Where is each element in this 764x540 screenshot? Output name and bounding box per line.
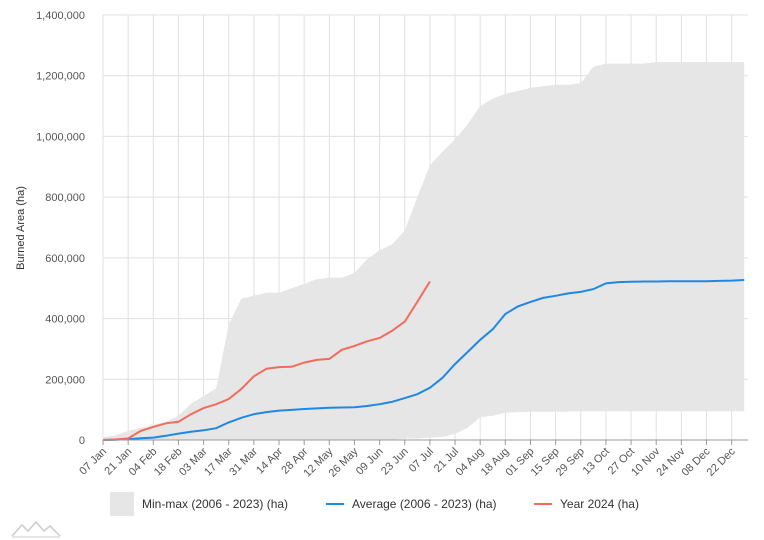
legend-label-year-2024: Year 2024 (ha) bbox=[560, 497, 639, 511]
average-swatch bbox=[326, 503, 344, 505]
mountain-logo-icon bbox=[11, 520, 61, 538]
y-tick-label: 600,000 bbox=[45, 253, 85, 265]
legend-label-average: Average (2006 - 2023) (ha) bbox=[352, 497, 497, 511]
x-tick-label: 31 Mar bbox=[227, 445, 260, 478]
legend: Min-max (2006 - 2023) (ha) Average (2006… bbox=[0, 486, 764, 522]
y-tick-label: 400,000 bbox=[45, 314, 85, 326]
y-tick-label: 1,000,000 bbox=[36, 131, 85, 143]
x-tick-label: 23 Jun bbox=[379, 446, 411, 478]
x-tick-label: 13 Oct bbox=[581, 446, 612, 477]
y-tick-label: 1,400,000 bbox=[36, 10, 85, 22]
legend-item-average[interactable]: Average (2006 - 2023) (ha) bbox=[326, 486, 497, 522]
x-tick-label: 07 Jul bbox=[407, 446, 436, 475]
y-tick-label: 1,200,000 bbox=[36, 71, 85, 83]
legend-label-min-max: Min-max (2006 - 2023) (ha) bbox=[142, 497, 289, 511]
min-max-swatch bbox=[110, 492, 134, 516]
x-tick-label: 07 Jan bbox=[77, 446, 109, 478]
x-tick-label: 09 Jun bbox=[354, 446, 386, 478]
x-tick-label: 29 Sep bbox=[554, 446, 587, 479]
legend-item-min-max[interactable]: Min-max (2006 - 2023) (ha) bbox=[110, 486, 288, 522]
year-2024-series-line bbox=[102, 280, 431, 441]
legend-item-year-2024[interactable]: Year 2024 (ha) bbox=[534, 486, 639, 522]
burned-area-chart: 0 200,000 400,000 600,000 800,000 1,000,000 1,… bbox=[15, 10, 748, 480]
y-tick-label: 800,000 bbox=[45, 192, 85, 204]
x-tick-label: 22 Dec bbox=[705, 445, 738, 478]
year-2024-swatch bbox=[534, 503, 552, 505]
y-tick-label: 200,000 bbox=[45, 374, 85, 386]
x-tick-label: 14 Apr bbox=[254, 445, 285, 476]
y-tick-label: 0 bbox=[79, 435, 85, 447]
average-series-line bbox=[102, 279, 745, 441]
min-max-range-area bbox=[103, 62, 745, 440]
y-axis-title: Burned Area (ha) bbox=[15, 186, 27, 270]
